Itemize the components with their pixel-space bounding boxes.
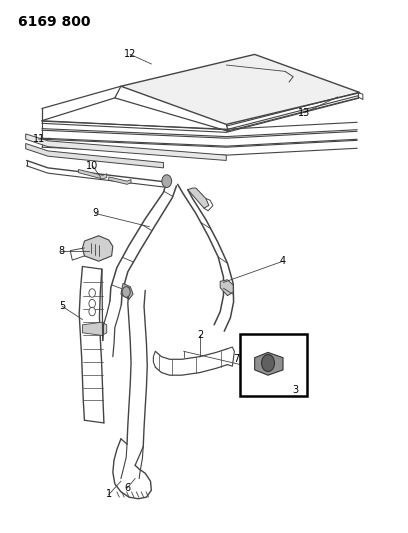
Text: 2: 2 xyxy=(197,330,203,341)
Polygon shape xyxy=(82,322,107,335)
Text: 4: 4 xyxy=(280,256,286,266)
Text: 10: 10 xyxy=(86,161,99,171)
Text: 12: 12 xyxy=(124,50,136,59)
Text: 8: 8 xyxy=(58,246,64,256)
Circle shape xyxy=(162,175,172,188)
Polygon shape xyxy=(255,352,283,375)
Polygon shape xyxy=(82,236,113,261)
Text: 11: 11 xyxy=(33,134,45,144)
Text: 9: 9 xyxy=(92,208,98,219)
Polygon shape xyxy=(26,134,226,160)
Circle shape xyxy=(122,287,130,297)
Polygon shape xyxy=(220,280,233,296)
Circle shape xyxy=(89,308,95,316)
Polygon shape xyxy=(121,284,133,300)
Text: 13: 13 xyxy=(298,108,310,118)
Text: 6: 6 xyxy=(124,483,130,493)
Text: 5: 5 xyxy=(59,301,65,311)
Polygon shape xyxy=(26,143,164,168)
Text: 3: 3 xyxy=(292,384,298,394)
Circle shape xyxy=(262,354,275,372)
Circle shape xyxy=(89,289,95,297)
Polygon shape xyxy=(109,177,131,184)
Bar xyxy=(240,334,307,397)
Circle shape xyxy=(89,300,95,308)
Text: 1: 1 xyxy=(106,489,112,499)
Polygon shape xyxy=(121,54,360,124)
Text: 7: 7 xyxy=(233,354,239,364)
Text: 6169 800: 6169 800 xyxy=(18,14,90,29)
Polygon shape xyxy=(78,169,107,179)
Polygon shape xyxy=(188,188,209,208)
